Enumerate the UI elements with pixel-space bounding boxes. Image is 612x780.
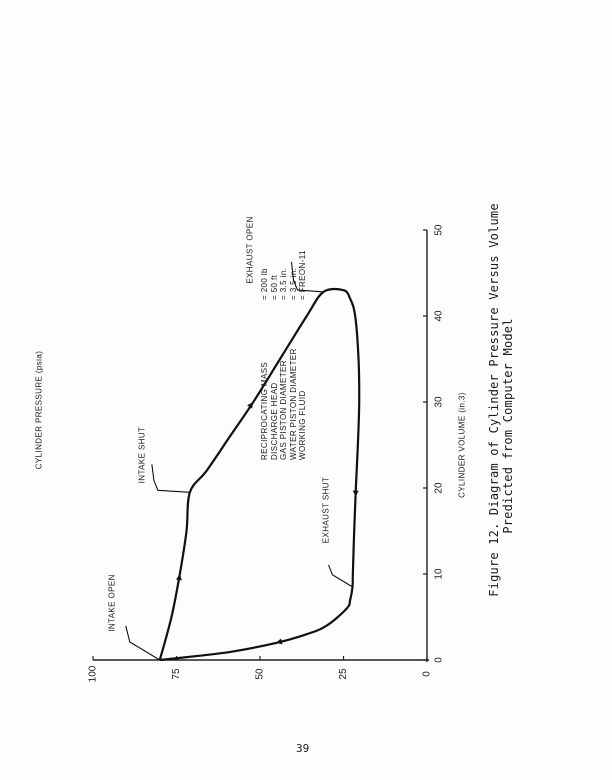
parameter-value: = 200 lb xyxy=(260,268,269,300)
parameter-value: = 3.5 in. xyxy=(279,267,289,300)
x-tick-label: 0 xyxy=(434,657,445,663)
direction-arrow xyxy=(275,638,283,645)
parameter-value: = 3.5 in. xyxy=(288,267,298,300)
parameter-name: RECIPROCATING MASS xyxy=(260,361,269,460)
y-tick-label: 75 xyxy=(171,668,182,680)
parameter-value: = 50 ft xyxy=(269,274,279,300)
direction-arrow xyxy=(352,490,359,497)
x-tick-label: 50 xyxy=(434,224,445,236)
x-axis-label-text: CYLINDER VOLUME (in.3) xyxy=(457,392,467,498)
x-axis-label: CYLINDER VOLUME (in.3) xyxy=(458,392,467,498)
direction-arrow xyxy=(175,574,182,581)
annotation-intake-shut: INTAKE SHUT xyxy=(137,426,147,484)
parameter-value: = FREON-11 xyxy=(298,250,308,300)
parameter-values: = 200 lb = 50 ft = 3.5 in. = 3.5 in. = F… xyxy=(260,250,308,300)
figure-caption-line2: Predicted from Computer Model xyxy=(501,318,515,534)
figure-caption-line1: Figure 12. Diagram of Cylinder Pressure … xyxy=(487,203,501,597)
direction-arrow xyxy=(247,402,253,409)
parameter-name: WORKING FLUID xyxy=(298,390,308,460)
parameter-name: DISCHARGE HEAD xyxy=(269,382,279,460)
page-number: 39 xyxy=(296,742,310,755)
y-tick-label: 100 xyxy=(88,665,99,682)
annotation-exhaust-shut: EXHAUST SHUT xyxy=(321,476,331,544)
rotated-figure-text: Figure 12. Diagram of Cylinder Pressure … xyxy=(0,168,612,780)
leader-intake-open xyxy=(125,625,161,661)
x-tick-label: 40 xyxy=(434,310,445,322)
leader-intake-shut xyxy=(151,464,190,493)
annotation-intake-open: INTAKE OPEN xyxy=(107,574,117,632)
x-tick-label: 20 xyxy=(434,482,445,494)
y-tick-label: 25 xyxy=(338,668,349,680)
parameter-name: WATER PISTON DIAMETER xyxy=(288,348,298,460)
x-tick-label: 30 xyxy=(434,396,445,408)
pv-loop-line xyxy=(158,287,361,662)
annotation-exhaust-open: EXHAUST OPEN xyxy=(245,216,255,284)
leader-exhaust-shut xyxy=(328,564,353,588)
y-axis-label: CYLINDER PRESSURE (psia) xyxy=(34,350,44,470)
parameter-names: RECIPROCATING MASS DISCHARGE HEAD GAS PI… xyxy=(260,348,308,460)
parameter-name: GAS PISTON DIAMETER xyxy=(279,360,289,460)
x-tick-label: 10 xyxy=(434,568,445,580)
leader-exhaust-open xyxy=(290,261,324,293)
y-tick-label: 0 xyxy=(422,671,433,677)
y-tick-label: 50 xyxy=(255,668,266,680)
